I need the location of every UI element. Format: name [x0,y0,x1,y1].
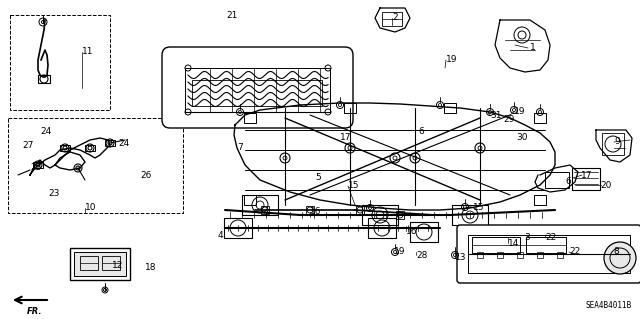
FancyBboxPatch shape [162,47,353,128]
Bar [8,118,183,213]
Bar [534,195,546,205]
Text: 31: 31 [490,112,502,121]
Bar [306,206,314,214]
Bar [33,162,43,168]
Bar [572,168,600,190]
Text: 19: 19 [394,248,406,256]
Bar [557,252,563,258]
Text: 23: 23 [48,189,60,197]
Bar [497,252,503,258]
Bar [185,68,330,112]
Bar [70,248,130,280]
Bar [80,256,98,270]
Text: 30: 30 [516,133,527,143]
Text: 9: 9 [614,137,620,146]
Text: 16: 16 [310,207,321,217]
Text: 25: 25 [30,164,42,173]
Text: FR.: FR. [28,307,43,316]
Text: 19: 19 [446,56,458,64]
Bar [261,206,269,214]
Text: 26: 26 [140,170,152,180]
Text: 14: 14 [508,239,520,248]
Text: 17: 17 [340,133,351,143]
Text: 2: 2 [392,13,397,23]
Bar [244,195,256,205]
Text: 21: 21 [226,11,237,20]
Bar [368,218,396,238]
Circle shape [604,242,636,274]
Text: 24: 24 [118,138,129,147]
Text: 6: 6 [418,128,424,137]
Bar [105,140,115,146]
Text: 18: 18 [145,263,157,272]
Text: 3: 3 [524,234,530,242]
Bar [534,113,546,123]
Bar [382,12,402,26]
Text: 8: 8 [613,248,619,256]
Bar [192,80,322,106]
Text: 5: 5 [315,174,321,182]
Bar [38,75,50,83]
Text: 15: 15 [473,203,484,211]
Text: 7: 7 [237,144,243,152]
Text: 22: 22 [545,234,556,242]
Bar [356,206,364,214]
FancyBboxPatch shape [457,225,640,283]
Bar [10,15,110,110]
Text: 15: 15 [348,182,360,190]
Bar [452,205,488,225]
Bar [468,235,630,273]
Bar [344,103,356,113]
Text: 4: 4 [218,232,223,241]
Bar [545,172,569,188]
Bar [410,222,438,242]
Bar [244,113,256,123]
Text: 20: 20 [600,181,611,189]
Bar [242,195,278,215]
Bar [396,211,404,219]
Bar [60,145,70,151]
Bar [85,145,95,151]
Text: 13: 13 [455,254,467,263]
Text: 28: 28 [416,250,428,259]
Bar [102,256,120,270]
Bar [362,205,398,225]
Text: 29: 29 [503,115,515,124]
Bar [517,252,523,258]
Bar [444,103,456,113]
Text: 16: 16 [406,226,417,235]
Text: SEA4B4011B: SEA4B4011B [586,301,632,310]
Text: 24: 24 [40,128,51,137]
Text: 19: 19 [514,108,525,116]
Text: 12: 12 [112,261,124,270]
Text: 1: 1 [530,43,536,53]
Bar [472,237,520,253]
Text: 6: 6 [565,177,571,187]
Bar [602,133,624,155]
Text: 10: 10 [85,204,97,212]
Bar [224,218,252,238]
Text: 22: 22 [569,248,580,256]
Bar [74,252,126,276]
Text: 27: 27 [22,140,33,150]
Text: 11: 11 [82,48,93,56]
Text: 17: 17 [581,170,593,180]
Bar [526,237,566,253]
Bar [477,252,483,258]
Bar [537,252,543,258]
